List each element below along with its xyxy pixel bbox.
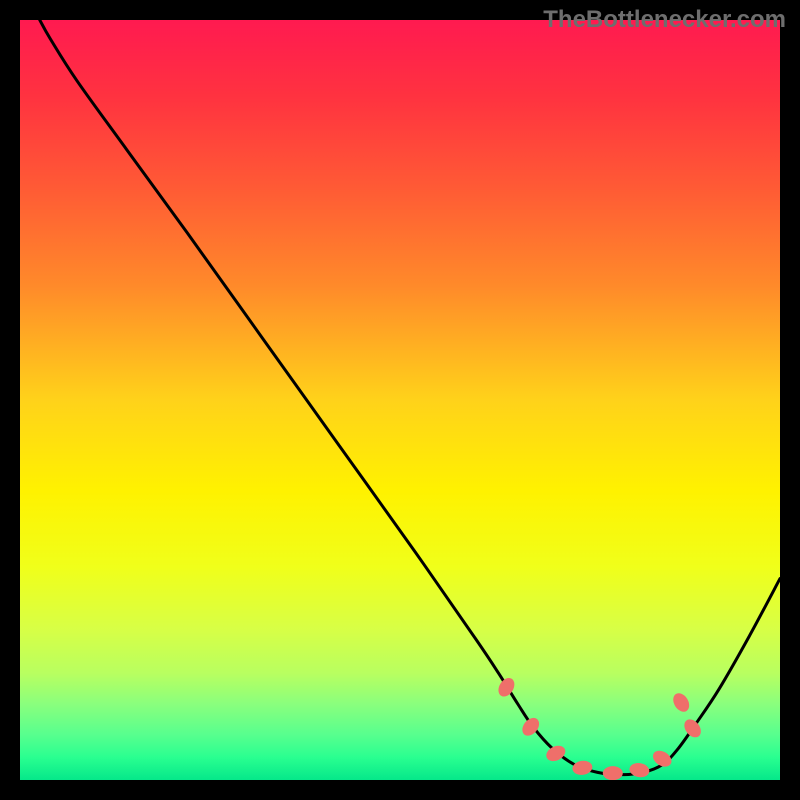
optimal-point-marker — [603, 766, 623, 780]
watermark-text: TheBottlenecker.com — [543, 6, 786, 34]
chart-svg — [0, 0, 800, 800]
bottleneck-chart: TheBottlenecker.com — [0, 0, 800, 800]
plot-background — [20, 20, 780, 780]
